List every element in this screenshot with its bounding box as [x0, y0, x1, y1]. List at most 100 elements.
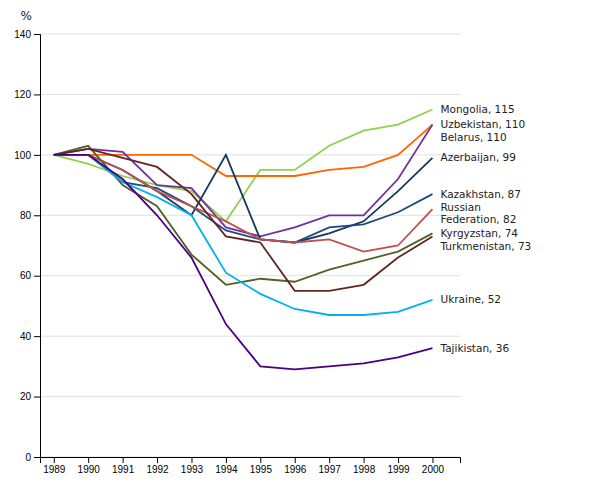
x-tick-mark	[295, 457, 296, 463]
series-label-line: Kazakhstan, 87	[440, 188, 521, 200]
y-tick: 100	[14, 150, 40, 161]
series-label: Kazakhstan, 87	[440, 188, 521, 200]
x-tick: 1999	[387, 457, 410, 475]
series-label-line: Tajikistan, 36	[439, 342, 509, 354]
y-tick-label: 140	[14, 29, 31, 40]
series-label-line: Azerbaijan, 99	[440, 151, 516, 163]
y-tick-label: 100	[14, 150, 31, 161]
series-line	[54, 155, 433, 370]
x-axis-line	[41, 458, 461, 464]
series-label: Tajikistan, 36	[439, 342, 509, 354]
y-tick: 80	[20, 210, 40, 221]
y-tick-mark	[34, 457, 40, 458]
y-tick-label: 0	[25, 452, 31, 463]
x-tick-label: 1997	[319, 464, 342, 475]
y-tick-mark	[34, 155, 40, 156]
x-tick-mark	[191, 457, 192, 463]
y-tick-mark	[34, 215, 40, 216]
y-tick-label: 20	[20, 391, 32, 402]
y-tick: 140	[14, 29, 40, 40]
x-tick: 1993	[181, 457, 204, 475]
end-labels: Mongolia, 115 Uzbekistan, 110Belarus, 110…	[439, 103, 531, 354]
series-label: Uzbekistan, 110	[440, 118, 525, 130]
x-tick-mark	[54, 457, 55, 463]
series-label: Turkmenistan, 73	[439, 240, 531, 252]
series-label: Belarus, 110	[440, 131, 506, 143]
y-tick-mark	[34, 397, 40, 398]
series-label-line: Belarus, 110	[440, 131, 506, 143]
x-tick: 1989	[43, 457, 66, 475]
series-line	[54, 155, 433, 315]
y-tick-label: 80	[20, 210, 32, 221]
x-tick-label: 1993	[181, 464, 204, 475]
grid-line	[40, 275, 460, 276]
y-tick-mark	[34, 94, 40, 95]
y-tick-label: 40	[20, 331, 32, 342]
x-tick-label: 1994	[215, 464, 238, 475]
series-line	[54, 146, 433, 285]
x-axis: 1989 1990 1991 1992 1993 1994 1995 1996 1997 1998…	[41, 457, 461, 475]
x-tick: 1998	[353, 457, 376, 475]
series-label-line: Federation, 82	[440, 213, 516, 225]
y-tick-mark	[34, 276, 40, 277]
y-tick: 120	[14, 89, 40, 100]
x-tick: 1994	[215, 457, 238, 475]
y-tick: 60	[20, 270, 40, 281]
chart: 1989 1990 1991 1992 1993 1994 1995 1996 1997 1998…	[0, 0, 600, 487]
series-label-line: Ukraine, 52	[440, 293, 501, 305]
series-label-line: Turkmenistan, 73	[439, 240, 531, 252]
series-label-line: Kyrgyzstan, 74	[440, 227, 518, 239]
series-label: Kyrgyzstan, 74	[440, 227, 518, 239]
x-tick-mark	[329, 457, 330, 463]
series-line	[54, 155, 433, 243]
x-tick-label: 1991	[112, 464, 135, 475]
series-label: Mongolia, 115	[440, 103, 514, 115]
lines	[54, 110, 433, 370]
grid-line	[40, 396, 460, 397]
series-line	[54, 155, 433, 243]
y-tick: 0	[25, 452, 40, 463]
series-label: Ukraine, 52	[440, 293, 501, 305]
x-tick-label: 1998	[353, 464, 376, 475]
grid-line	[40, 34, 460, 35]
x-tick-label: 1992	[146, 464, 169, 475]
x-tick-label: 1989	[43, 464, 66, 475]
y-tick-mark	[34, 34, 40, 35]
series-label-line: Uzbekistan, 110	[440, 118, 525, 130]
grid-line	[40, 336, 460, 337]
series-label: Azerbaijan, 99	[440, 151, 516, 163]
y-axis-line	[34, 35, 41, 458]
x-tick-label: 1996	[284, 464, 307, 475]
x-tick-mark	[123, 457, 124, 463]
x-tick-label: 1990	[78, 464, 101, 475]
x-tick-label: 2000	[422, 464, 445, 475]
x-tick: 1995	[250, 457, 273, 475]
y-axis-title: %	[21, 9, 32, 23]
grid-line	[40, 94, 460, 95]
y-tick: 40	[20, 331, 40, 342]
x-tick-label: 1999	[387, 464, 410, 475]
x-tick-label: 1995	[250, 464, 273, 475]
x-tick-mark	[364, 457, 365, 463]
x-tick-mark	[260, 457, 261, 463]
grid	[40, 34, 460, 457]
x-tick-mark	[226, 457, 227, 463]
x-tick-mark	[432, 457, 433, 463]
series-label: RussianFederation, 82	[440, 201, 516, 225]
x-tick: 1992	[146, 457, 169, 475]
x-tick-mark	[157, 457, 158, 463]
y-axis: 0 20 40 60 80 100 120 140	[14, 29, 40, 463]
x-tick: 1997	[319, 457, 342, 475]
y-tick-mark	[34, 336, 40, 337]
x-tick-mark	[398, 457, 399, 463]
x-tick: 1996	[284, 457, 307, 475]
x-tick: 1990	[78, 457, 101, 475]
y-tick-label: 120	[14, 89, 31, 100]
y-tick: 20	[20, 391, 40, 402]
x-tick-mark	[88, 457, 89, 463]
series-label-line: Russian	[440, 201, 480, 213]
x-tick: 1991	[112, 457, 135, 475]
x-tick: 2000	[422, 457, 445, 475]
series-label-line: Mongolia, 115	[440, 103, 514, 115]
plot: 1989 1990 1991 1992 1993 1994 1995 1996 1997 1998…	[14, 29, 531, 475]
